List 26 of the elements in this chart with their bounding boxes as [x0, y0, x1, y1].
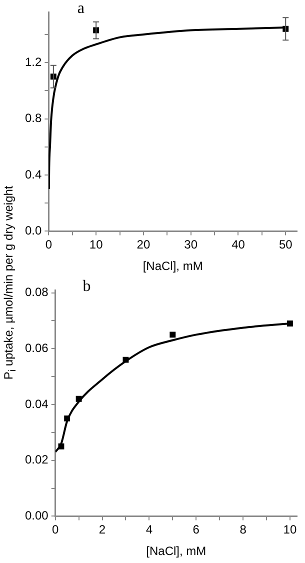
x-tick-label: 20 [136, 238, 150, 252]
y-tick-label: 0.02 [24, 452, 49, 467]
x-tick-label: 30 [184, 238, 198, 252]
x-tick-label: 2 [98, 522, 106, 537]
x-tick-label: 8 [240, 522, 247, 537]
x-tick-label: 10 [89, 238, 104, 252]
y-tick-label: 0.08 [24, 285, 49, 300]
x-tick-label: 6 [192, 522, 200, 537]
y-tick-label: 0.8 [24, 111, 42, 126]
y-tick-label: 1.2 [24, 54, 42, 69]
x-tick-label: 40 [232, 238, 246, 252]
point [170, 332, 176, 338]
x-tick-label: 0 [45, 238, 52, 252]
x-axis-title: [NaCl], mM [146, 544, 206, 558]
y-tick-label: 0.4 [24, 167, 42, 182]
chart-title: b [82, 278, 91, 296]
x-tick-label: 10 [283, 522, 297, 537]
x-tick-label: 0 [52, 522, 60, 537]
chart-title: a [77, 0, 85, 18]
x-tick-label: 50 [278, 238, 293, 252]
y-tick-label: 0.04 [24, 396, 49, 411]
y-tick-label: 0.06 [24, 340, 49, 355]
y-tick-label: 0.00 [24, 508, 49, 523]
y-tick-label: 0.0 [24, 224, 42, 238]
x-axis-title: [NaCl], mM [142, 259, 203, 274]
x-tick-label: 4 [146, 522, 153, 537]
